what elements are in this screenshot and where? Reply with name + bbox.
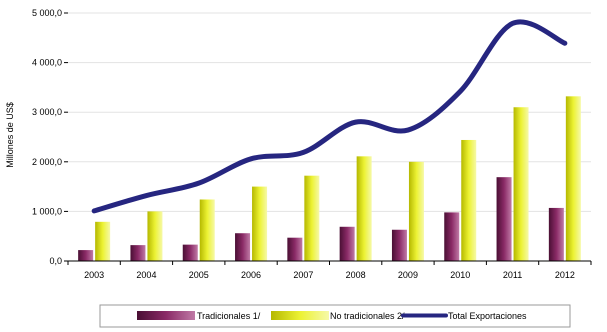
x-tick-label: 2009 [398, 270, 418, 280]
bar-tradicionales [287, 237, 303, 261]
legend-label-total: Total Exportaciones [448, 311, 527, 321]
bar-no-tradicionales [408, 161, 424, 261]
bar-no-tradicionales [199, 199, 215, 261]
y-tick-label: 4 000,0 [32, 58, 62, 68]
bar-no-tradicionales [356, 156, 372, 261]
total-line [91, 19, 568, 214]
bar-tradicionales [496, 177, 512, 261]
x-axis-ticks: 2003 2004 2005 2006 2007 2008 2009 2010 2011 2012 [67, 261, 592, 280]
legend-label-tradicionales: Tradicionales 1/ [197, 311, 261, 321]
x-tick-label: 2004 [136, 270, 156, 280]
x-tick-label: 2007 [293, 270, 313, 280]
legend-swatch-no-tradicionales [271, 311, 329, 320]
legend-box [99, 304, 571, 328]
bar-no-tradicionales [461, 139, 477, 261]
legend: Tradicionales 1/ No tradicionales 2/ Tot… [99, 304, 571, 328]
y-tick-label: 2 000,0 [32, 157, 62, 167]
y-axis-ticks: 0,0 1 000,0 2 000,0 3 000,0 4 000,0 5 000,0 [32, 8, 68, 266]
bar-tradicionales [391, 229, 407, 261]
x-tick-label: 2012 [555, 270, 575, 280]
legend-label-no-tradicionales: No tradicionales 2/ [330, 311, 405, 321]
bar-tradicionales [339, 226, 355, 261]
y-tick-label: 1 000,0 [32, 206, 62, 216]
bar-no-tradicionales [513, 107, 529, 262]
bar-no-tradicionales [95, 221, 111, 261]
x-tick-label: 2011 [503, 270, 522, 280]
bar-no-tradicionales [147, 211, 163, 261]
bar-tradicionales [548, 207, 564, 261]
bar-tradicionales [182, 244, 198, 261]
bar-no-tradicionales [565, 96, 581, 261]
x-tick-label: 2003 [84, 270, 104, 280]
y-axis-title: Millones de US$ [5, 102, 15, 168]
x-tick-label: 2008 [346, 270, 366, 280]
gridlines [68, 12, 591, 212]
bar-no-tradicionales [252, 186, 268, 261]
bar-tradicionales [444, 212, 460, 261]
y-tick-label: 5 000,0 [32, 8, 62, 18]
x-tick-label: 2010 [450, 270, 470, 280]
y-tick-label: 3 000,0 [32, 107, 62, 117]
legend-swatch-tradicionales [137, 311, 195, 320]
bar-no-tradicionales [304, 175, 320, 261]
y-tick-label: 0,0 [49, 256, 62, 266]
x-tick-label: 2005 [189, 270, 209, 280]
x-tick-label: 2006 [241, 270, 261, 280]
bar-tradicionales [78, 250, 94, 261]
bars [78, 96, 581, 262]
bar-tradicionales [235, 233, 251, 261]
bar-tradicionales [130, 245, 146, 261]
line-total-exportaciones [91, 19, 568, 214]
